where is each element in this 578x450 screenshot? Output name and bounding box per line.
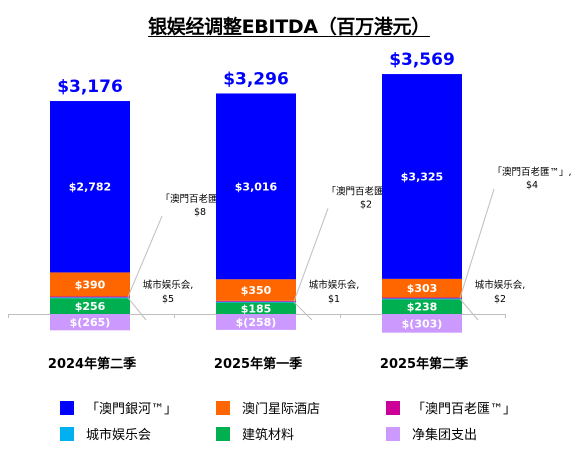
bar-segment-2-5: [382, 314, 462, 333]
chart-legend: 「澳門銀河™」 澳门星际酒店 「澳門百老匯™」城市娱乐会 建筑材料 净集团支出: [0, 392, 578, 450]
data-label-net-corporate-2: $(303): [402, 317, 443, 330]
data-label-city-club-0: $5: [162, 294, 174, 305]
callout-broadway-text-2: 「澳門百老匯™」,: [492, 166, 571, 178]
legend-swatch: [216, 426, 230, 441]
legend-item: 城市娱乐会: [60, 424, 151, 443]
data-label-starworld-1: $350: [241, 284, 272, 297]
bar-segment-2-2: [382, 297, 462, 299]
category-label-2: 2025年第二季: [380, 356, 468, 372]
chart-title: 银娱经调整EBITDA（百万港元）: [148, 16, 430, 38]
data-label-materials-2: $238: [407, 301, 438, 314]
callout-line-broadway-2: [459, 188, 495, 299]
legend-swatch: [60, 426, 74, 441]
callout-line-city-club-2: [459, 298, 479, 321]
legend-label: 城市娱乐会: [86, 428, 152, 443]
callout-city-club-text-1: 城市娱乐会,: [309, 279, 360, 291]
legend-label: 建筑材料: [242, 428, 295, 443]
bar-segment-0-3: [50, 297, 130, 299]
legend-swatch: [60, 400, 74, 415]
callout-line-city-club-0: [127, 297, 147, 321]
ebitda-stacked-bar-chart: $2,782 $390 $256 $(265) $3,176 2024年第二季 「澳門百老匯…: [8, 50, 572, 372]
bar-segment-0-2: [50, 296, 130, 298]
data-label-galaxy-0: $2,782: [69, 181, 111, 194]
bar-segment-1-4: [216, 302, 296, 314]
legend-item: 建筑材料: [216, 424, 294, 443]
bar-segment-1-2: [216, 300, 296, 302]
data-label-city-club-1: $1: [328, 294, 340, 305]
legend-item: 「澳門百老匯™」: [386, 398, 516, 417]
callout-city-club-text-0: 城市娱乐会,: [143, 279, 194, 291]
legend-swatch: [386, 426, 400, 441]
legend-label: 「澳門百老匯™」: [412, 402, 517, 417]
bar-segment-0-1: [50, 272, 130, 297]
total-label-0: $3,176: [57, 77, 123, 97]
legend-item: 净集团支出: [386, 424, 477, 443]
category-label-0: 2024年第二季: [48, 356, 136, 372]
bar-segment-1-0: [216, 93, 296, 280]
callout-line-city-club-1: [293, 301, 313, 321]
bar-segment-2-3: [382, 298, 462, 300]
data-label-materials-1: $185: [241, 302, 272, 315]
data-label-starworld-0: $390: [75, 278, 106, 291]
data-label-net-corporate-1: $(258): [236, 316, 277, 329]
category-label-1: 2025年第一季: [214, 356, 302, 372]
bar-segment-0-5: [50, 314, 130, 331]
data-label-city-club-2: $2: [494, 294, 506, 305]
data-label-materials-0: $256: [75, 300, 106, 313]
total-label-1: $3,296: [223, 69, 289, 89]
legend-label: 净集团支出: [412, 428, 478, 443]
legend-label: 「澳門銀河™」: [86, 402, 178, 417]
data-label-net-corporate-0: $(265): [70, 316, 111, 329]
data-label-starworld-2: $303: [407, 282, 438, 295]
bar-segment-1-5: [216, 314, 296, 330]
legend-swatch: [386, 400, 400, 415]
legend-label: 澳门星际酒店: [242, 402, 321, 417]
callout-line-broadway-1: [293, 208, 329, 302]
bar-segment-1-1: [216, 279, 296, 301]
legend-item: 澳门星际酒店: [216, 398, 320, 417]
bar-segment-2-0: [382, 74, 462, 279]
legend-item: 「澳門銀河™」: [60, 398, 177, 417]
bar-segment-0-0: [50, 101, 130, 273]
total-label-2: $3,569: [389, 50, 455, 70]
bar-segment-1-3: [216, 301, 296, 303]
data-label-broadway-2: $4: [526, 180, 538, 191]
data-label-broadway-0: $8: [194, 207, 206, 218]
data-label-galaxy-1: $3,016: [235, 180, 278, 193]
bar-segment-2-1: [382, 278, 462, 298]
data-label-galaxy-2: $3,325: [401, 170, 443, 183]
callout-line-broadway-0: [127, 215, 163, 298]
callout-city-club-text-2: 城市娱乐会,: [475, 279, 526, 291]
legend-swatch: [216, 400, 230, 415]
bar-segment-0-4: [50, 298, 130, 314]
bar-segment-2-4: [382, 299, 462, 314]
data-label-broadway-1: $2: [360, 199, 372, 210]
